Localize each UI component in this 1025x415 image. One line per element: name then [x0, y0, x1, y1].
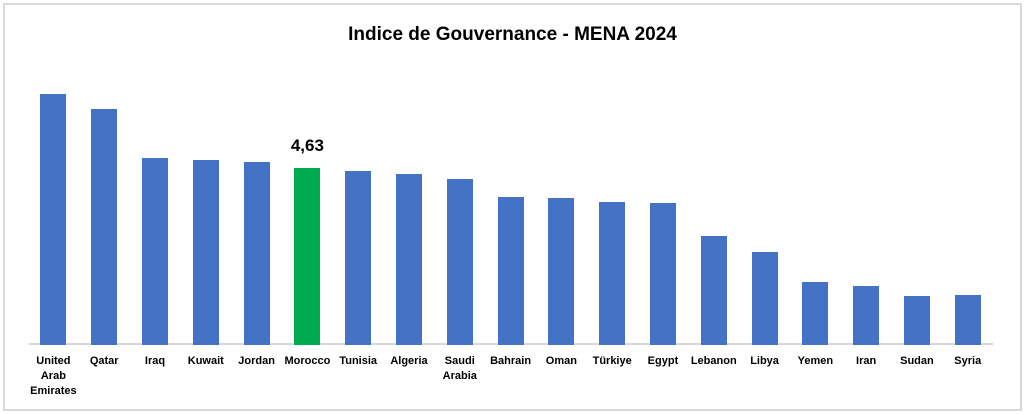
bar-slot-morocco: 4,63	[282, 0, 333, 345]
x-axis-label-oman: Oman	[545, 355, 577, 367]
bar-slot-t-rkiye	[587, 0, 638, 345]
bar-tunisia	[345, 171, 372, 345]
x-axis-label-egypt: Egypt	[647, 355, 679, 367]
bar-egypt	[649, 203, 676, 345]
x-axis-label-sudan: Sudan	[900, 355, 934, 367]
bar-slot-iran	[841, 0, 892, 345]
x-axis-label-iraq: Iraq	[144, 355, 166, 367]
bar-slot-bahrain	[485, 0, 536, 345]
bar-slot-qatar	[79, 0, 130, 345]
bar-slot-libya	[739, 0, 790, 345]
bar-slot-jordan	[231, 0, 282, 345]
x-axis-label-lebanon: Lebanon	[690, 355, 737, 367]
x-axis-label-jordan: Jordan	[238, 355, 275, 367]
x-axis-label-kuwait: Kuwait	[187, 355, 224, 367]
x-axis-label-united-arab-emirates: United Arab Emirates	[30, 355, 77, 397]
x-axis-label-t-rkiye: Türkiye	[592, 355, 632, 367]
bar-slot-kuwait	[180, 0, 231, 345]
x-axis-label-saudi-arabia: Saudi Arabia	[442, 355, 477, 382]
bar-slot-united-arab-emirates	[28, 0, 79, 345]
x-axis-label-tunisia: Tunisia	[339, 355, 378, 367]
bar-slot-algeria	[384, 0, 435, 345]
bar-kuwait	[192, 159, 219, 345]
x-axis-label-yemen: Yemen	[797, 355, 834, 367]
bar-oman	[548, 198, 575, 345]
bar-slot-oman	[536, 0, 587, 345]
bar-slot-egypt	[638, 0, 689, 345]
bar-united-arab-emirates	[40, 94, 67, 345]
bar-slot-iraq	[130, 0, 181, 345]
bar-sudan	[903, 295, 930, 345]
x-axis-label-iran: Iran	[856, 355, 877, 367]
bar-jordan	[243, 161, 270, 345]
bar-t-rkiye	[599, 202, 626, 345]
bar-qatar	[91, 109, 118, 345]
bars-container: 4,63	[28, 0, 993, 345]
x-axis-label-bahrain: Bahrain	[490, 355, 532, 367]
x-axis-label-libya: Libya	[750, 355, 779, 367]
bar-iraq	[141, 157, 168, 345]
bar-slot-sudan	[892, 0, 943, 345]
chart-title: Indice de Gouvernance - MENA 2024	[348, 24, 677, 45]
bar-slot-saudi-arabia	[434, 0, 485, 345]
bar-bahrain	[497, 196, 524, 345]
bar-lebanon	[700, 235, 727, 345]
bar-iran	[853, 285, 880, 345]
bar-yemen	[802, 282, 829, 345]
bar-slot-lebanon	[688, 0, 739, 345]
x-axis-label-algeria: Algeria	[390, 355, 428, 367]
x-axis-label-syria: Syria	[954, 355, 982, 367]
bar-morocco	[294, 167, 321, 345]
x-axis-label-qatar: Qatar	[89, 355, 119, 367]
bar-libya	[751, 251, 778, 345]
bar-slot-yemen	[790, 0, 841, 345]
data-label-morocco: 4,63	[290, 135, 324, 155]
x-axis-labels: United Arab Emirates Qatar Iraq Kuwait Jorda…	[28, 354, 993, 399]
bar-saudi-arabia	[446, 179, 473, 345]
x-axis-label-morocco: Morocco	[284, 355, 331, 367]
bar-slot-syria	[942, 0, 993, 345]
bar-algeria	[395, 173, 422, 345]
bar-slot-tunisia	[333, 0, 384, 345]
bar-syria	[954, 295, 981, 345]
